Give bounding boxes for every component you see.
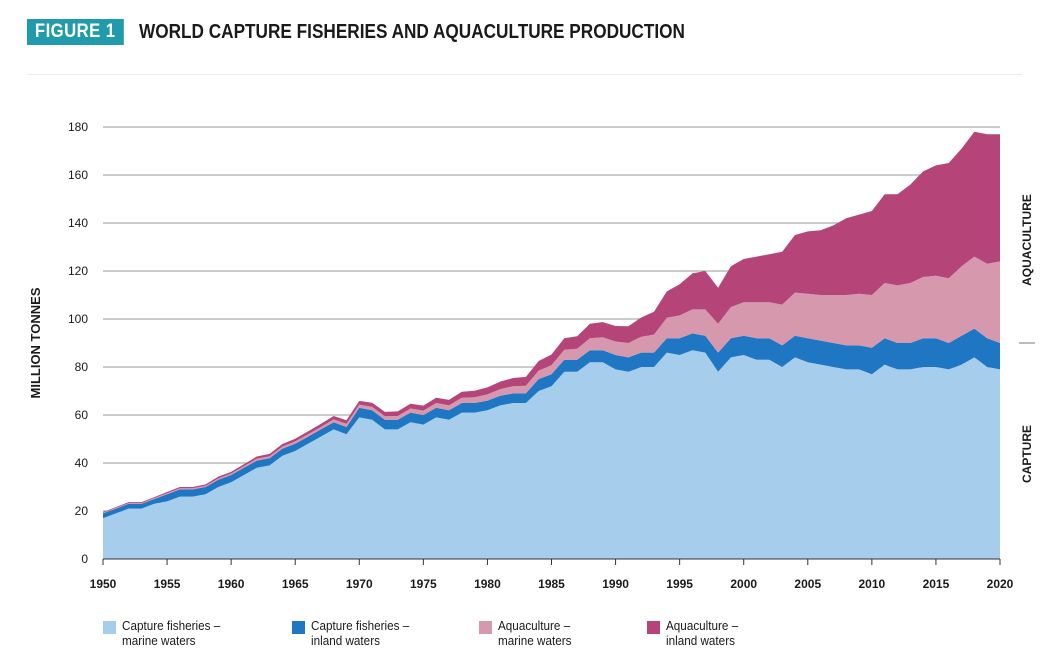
x-tick-label: 1950 xyxy=(90,577,117,591)
legend-label: Capture fisheries – marine waters xyxy=(122,618,221,648)
right-side-labels: AQUACULTURE CAPTURE xyxy=(1019,194,1035,483)
legend-swatch xyxy=(479,621,492,634)
y-tick-label: 0 xyxy=(81,552,88,566)
x-tick-label: 1960 xyxy=(218,577,245,591)
chart-legend: Capture fisheries – marine waters Capture… xyxy=(0,618,1043,658)
legend-item: Capture fisheries – inland waters xyxy=(292,618,420,648)
x-tick-label: 2020 xyxy=(987,577,1014,591)
y-tick-label: 40 xyxy=(75,456,89,470)
x-tick-label: 2015 xyxy=(923,577,950,591)
x-tick-label: 2005 xyxy=(794,577,821,591)
x-tick-label: 1990 xyxy=(602,577,629,591)
y-axis: 0 20 40 60 80 100 120 140 160 180 xyxy=(68,120,88,566)
figure-title: WORLD CAPTURE FISHERIES AND AQUACULTURE … xyxy=(138,20,685,43)
x-tick-label: 1965 xyxy=(282,577,309,591)
x-tick-label: 1970 xyxy=(346,577,373,591)
y-tick-label: 80 xyxy=(75,360,89,374)
legend-item: Capture fisheries – marine waters xyxy=(103,618,231,648)
series-area-1 xyxy=(103,350,1000,559)
y-tick-label: 60 xyxy=(75,408,89,422)
capture-side-label: CAPTURE xyxy=(1020,425,1034,483)
figure-header: FIGURE 1 WORLD CAPTURE FISHERIES AND AQU… xyxy=(27,19,773,45)
x-tick-label: 1955 xyxy=(154,577,181,591)
stacked-area-chart: 1950 1955 1960 1965 1970 1975 1980 1985 1990 1995… xyxy=(28,120,1035,591)
legend-label: Aquaculture – inland waters xyxy=(666,618,739,648)
y-axis-label: MILLION TONNES xyxy=(28,287,43,398)
y-tick-label: 160 xyxy=(68,168,88,182)
figure-tag: FIGURE 1 xyxy=(27,19,124,45)
y-tick-label: 20 xyxy=(75,504,89,518)
y-tick-label: 100 xyxy=(68,312,88,326)
legend-item: Aquaculture – inland waters xyxy=(647,618,746,648)
x-tick-label: 1985 xyxy=(538,577,565,591)
y-tick-label: 180 xyxy=(68,120,88,134)
y-tick-label: 140 xyxy=(68,216,88,230)
x-tick-label: 2000 xyxy=(730,577,757,591)
series-area-3 xyxy=(103,256,1000,514)
legend-swatch xyxy=(103,621,116,634)
x-tick-label: 1980 xyxy=(474,577,501,591)
legend-label: Capture fisheries – inland waters xyxy=(311,618,410,648)
aquaculture-side-label: AQUACULTURE xyxy=(1020,194,1034,286)
header-divider xyxy=(27,74,1022,75)
series-areas xyxy=(103,131,1000,559)
legend-label: Aquaculture – marine waters xyxy=(498,618,572,648)
x-axis: 1950 1955 1960 1965 1970 1975 1980 1985 1990 1995… xyxy=(90,558,1014,591)
x-tick-label: 1975 xyxy=(410,577,437,591)
legend-swatch xyxy=(647,621,660,634)
legend-swatch xyxy=(292,621,305,634)
y-tick-label: 120 xyxy=(68,264,88,278)
x-tick-label: 1995 xyxy=(666,577,693,591)
x-tick-label: 2010 xyxy=(859,577,886,591)
legend-item: Aquaculture – marine waters xyxy=(479,618,580,648)
series-area-2 xyxy=(103,328,1000,519)
